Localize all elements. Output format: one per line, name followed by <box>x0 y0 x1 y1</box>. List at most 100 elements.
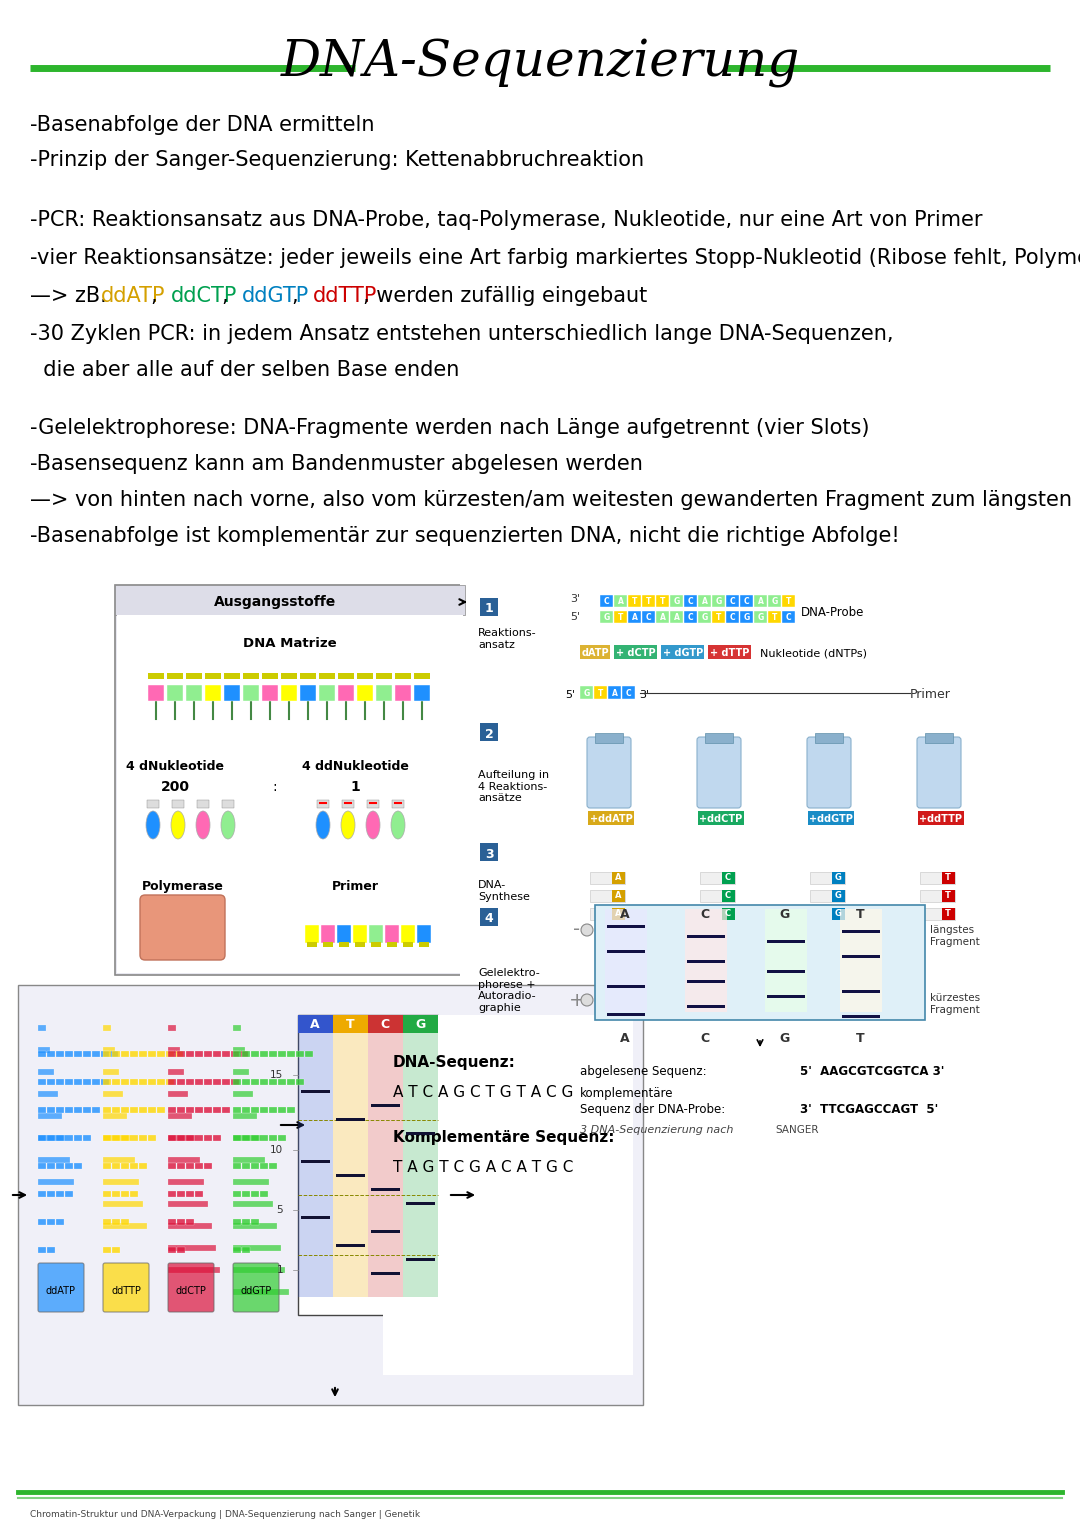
Bar <box>832 890 845 902</box>
Bar <box>417 925 431 944</box>
Bar <box>642 596 654 608</box>
Text: die aber alle auf der selben Base enden: die aber alle auf der selben Base enden <box>30 360 459 380</box>
Text: T: T <box>716 612 721 621</box>
Text: +: + <box>569 991 585 1009</box>
Text: +ddATP: +ddATP <box>590 814 633 825</box>
Bar <box>112 1219 120 1225</box>
Bar <box>38 1051 46 1057</box>
Text: A: A <box>702 597 707 606</box>
Bar <box>65 1107 73 1113</box>
Bar <box>607 1012 645 1015</box>
Bar <box>92 1107 100 1113</box>
Text: C: C <box>730 597 735 606</box>
Text: A: A <box>310 1019 320 1032</box>
Bar <box>186 1107 194 1113</box>
Bar <box>121 1164 129 1170</box>
Text: G: G <box>757 612 764 621</box>
Bar <box>233 1135 241 1141</box>
Bar <box>600 611 613 623</box>
Bar <box>186 1164 194 1170</box>
Text: 5: 5 <box>276 1205 283 1215</box>
Bar <box>148 1080 156 1086</box>
Bar <box>168 1157 200 1164</box>
Text: längstes
Fragment: längstes Fragment <box>930 925 980 947</box>
Text: +ddGTP: +ddGTP <box>809 814 853 825</box>
Bar <box>281 673 297 680</box>
Bar <box>204 1051 212 1057</box>
Bar <box>130 1051 138 1057</box>
Bar <box>372 1272 400 1275</box>
Bar <box>168 1191 176 1197</box>
Text: T: T <box>786 597 792 606</box>
Bar <box>177 1051 185 1057</box>
Bar <box>356 686 373 701</box>
Bar <box>353 925 367 944</box>
Bar <box>204 1135 212 1141</box>
Bar <box>387 942 397 947</box>
Text: A: A <box>620 909 630 921</box>
Bar <box>157 1051 165 1057</box>
Bar <box>918 811 964 825</box>
Bar <box>368 1015 403 1296</box>
Bar <box>233 1025 241 1031</box>
Text: C: C <box>785 612 792 621</box>
Text: DNA-Probe: DNA-Probe <box>801 606 864 618</box>
Bar <box>242 1051 249 1057</box>
Bar <box>726 611 739 623</box>
Text: C: C <box>701 909 710 921</box>
Bar <box>222 1080 230 1086</box>
Bar <box>103 1090 123 1096</box>
Bar <box>607 985 645 988</box>
Bar <box>705 733 733 744</box>
Bar <box>168 1223 212 1229</box>
Bar <box>233 1267 285 1274</box>
Bar <box>148 1135 156 1141</box>
Bar <box>401 925 415 944</box>
Bar <box>103 1164 111 1170</box>
Text: C: C <box>725 910 731 919</box>
Bar <box>157 1080 165 1086</box>
Bar <box>233 1051 241 1057</box>
Bar <box>112 1164 120 1170</box>
Bar <box>612 872 625 884</box>
Text: T: T <box>598 689 604 698</box>
Text: G: G <box>780 909 791 921</box>
Bar <box>261 673 278 680</box>
Bar <box>287 1080 295 1086</box>
Bar <box>240 1051 248 1057</box>
Bar <box>920 890 955 902</box>
Bar <box>38 1179 75 1185</box>
Bar <box>139 1080 147 1086</box>
Text: G: G <box>673 597 679 606</box>
Text: Aufteilung in
4 Reaktions-
ansätze: Aufteilung in 4 Reaktions- ansätze <box>478 770 549 803</box>
Bar <box>233 1191 241 1197</box>
Bar <box>754 596 767 608</box>
Text: T: T <box>945 910 950 919</box>
Bar <box>242 1191 249 1197</box>
Bar <box>195 1107 203 1113</box>
Bar <box>147 800 159 808</box>
Ellipse shape <box>146 811 160 838</box>
Bar <box>406 1202 435 1205</box>
Bar <box>48 1107 55 1113</box>
Text: G: G <box>415 1019 426 1032</box>
Bar <box>56 1080 64 1086</box>
Text: DNA-
Synthese: DNA- Synthese <box>478 880 530 901</box>
Bar <box>782 611 795 623</box>
Bar <box>38 1135 46 1141</box>
Text: -30 Zyklen PCR: in jedem Ansatz entstehen unterschiedlich lange DNA-Sequenzen,: -30 Zyklen PCR: in jedem Ansatz entstehe… <box>30 324 893 344</box>
Bar <box>765 909 807 1012</box>
Bar <box>808 811 854 825</box>
Bar <box>38 1219 46 1225</box>
Bar <box>177 1135 185 1141</box>
Ellipse shape <box>581 924 593 936</box>
Bar <box>661 644 704 660</box>
Bar <box>260 1164 268 1170</box>
Text: ddGTP: ddGTP <box>241 1286 272 1296</box>
Bar <box>810 909 845 919</box>
Bar <box>319 686 335 701</box>
Bar <box>260 1191 268 1197</box>
Text: SANGER: SANGER <box>775 1125 819 1135</box>
Bar <box>75 1164 82 1170</box>
Bar <box>419 942 429 947</box>
